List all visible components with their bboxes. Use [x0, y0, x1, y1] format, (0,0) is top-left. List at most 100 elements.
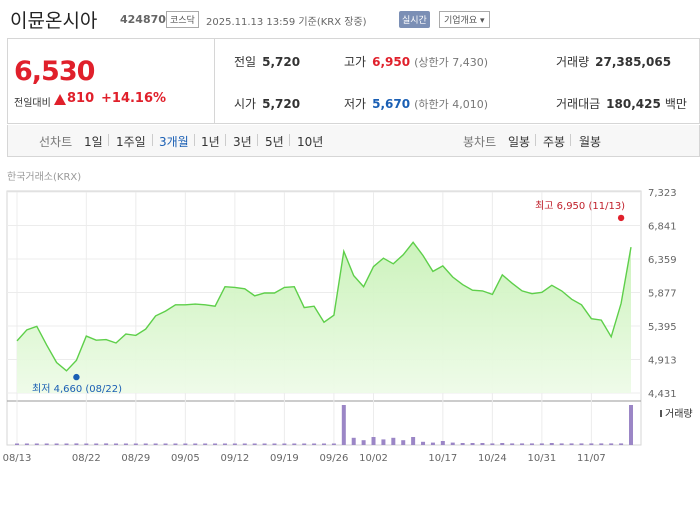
- open-price: 시가 5,720: [234, 95, 300, 112]
- volume-bar: [153, 443, 158, 445]
- quote-datetime: 2025.11.13 13:59 기준(KRX 장중): [206, 17, 367, 28]
- low-annotation: 최저 4,660 (08/22): [32, 383, 122, 395]
- x-tick-label: 08/22: [72, 453, 101, 464]
- period-1w[interactable]: 1주일: [116, 135, 146, 149]
- volume-bar: [282, 443, 287, 445]
- realtime-button[interactable]: 실시간: [399, 11, 430, 28]
- volume-bar: [84, 443, 89, 445]
- prev-close-value: 5,720: [262, 55, 301, 69]
- divider: [225, 134, 226, 146]
- change-label: 전일대비: [14, 98, 51, 109]
- candle-weekly[interactable]: 주봉: [543, 135, 566, 149]
- volume-bar: [183, 443, 188, 445]
- x-tick-label: 10/02: [359, 453, 388, 464]
- volume-bar: [34, 443, 39, 445]
- volume-label: 거래량: [556, 55, 590, 69]
- price-line: [16, 241, 632, 372]
- volume-bar: [559, 443, 564, 445]
- divider: [535, 134, 536, 146]
- y-tick-label: 5,395: [648, 322, 677, 333]
- volume-bar: [232, 443, 237, 445]
- volume-bar: [114, 443, 119, 445]
- volume-bar: [490, 443, 495, 445]
- quote-panel: 6,530 전일대비 810 +14.16% 전일 5,720 시가 5,720 고…: [7, 38, 700, 124]
- trade-amount-label: 거래대금: [556, 97, 601, 111]
- volume-bar: [510, 443, 515, 445]
- volume-bar: [480, 443, 485, 445]
- volume-bar: [629, 405, 633, 445]
- volume-bar: [609, 443, 614, 445]
- volume-bar: [470, 443, 475, 445]
- volume-bar: [44, 443, 49, 445]
- volume-bar: [341, 405, 346, 445]
- market-badge: 코스닥: [166, 11, 199, 28]
- trade-amount: 거래대금 180,425 백만: [556, 95, 687, 112]
- volume-bar: [460, 443, 465, 445]
- x-tick-label: 09/12: [220, 453, 249, 464]
- prev-close-label: 전일: [234, 55, 257, 69]
- y-tick-label: 6,359: [648, 255, 677, 266]
- volume-bar: [74, 443, 79, 445]
- high-price-value: 6,950: [372, 55, 411, 69]
- volume-bar: [64, 443, 69, 445]
- volume-bar: [312, 443, 317, 445]
- stock-code: 424870: [120, 13, 166, 26]
- volume-legend-label: 거래량: [665, 408, 693, 420]
- line-chart-label: 선차트: [39, 135, 73, 149]
- volume-bar: [252, 443, 257, 445]
- lower-limit: (하한가 4,010): [414, 98, 488, 111]
- change-rate: +14.16%: [101, 91, 167, 106]
- period-1d[interactable]: 1일: [84, 135, 103, 149]
- period-3y[interactable]: 3년: [233, 135, 252, 149]
- y-tick-label: 5,877: [648, 289, 677, 300]
- x-tick-label: 09/26: [319, 453, 348, 464]
- price-area: [17, 242, 631, 393]
- volume-value: 27,385,065: [595, 55, 672, 69]
- y-tick-label: 4,431: [648, 389, 677, 400]
- volume-bar: [381, 439, 386, 445]
- volume-bar: [450, 442, 455, 445]
- period-10y[interactable]: 10년: [297, 135, 324, 149]
- candle-monthly[interactable]: 월봉: [579, 135, 602, 149]
- high-price: 고가 6,950 (상한가 7,430): [344, 53, 488, 70]
- stock-name: 이뮨온시아: [10, 10, 98, 32]
- volume-bar: [322, 443, 326, 445]
- volume-bar: [242, 443, 247, 445]
- trade-amount-unit: 백만: [664, 97, 687, 111]
- volume-bar: [213, 443, 218, 445]
- volume: 거래량 27,385,065: [556, 53, 671, 70]
- volume-bar: [500, 443, 505, 445]
- x-tick-label: 10/31: [527, 453, 556, 464]
- volume-bar: [529, 443, 534, 445]
- divider: [152, 134, 153, 146]
- chart-period-bar: 선차트 1일 1주일 3개월 1년 3년 5년 10년 봉차트 일봉 주봉 월봉: [7, 125, 700, 157]
- trade-amount-value: 180,425: [606, 97, 661, 111]
- volume-bar: [104, 443, 109, 445]
- volume-bar: [302, 443, 307, 445]
- volume-bar: [292, 443, 297, 445]
- volume-bar: [203, 443, 208, 445]
- x-tick-label: 08/29: [121, 453, 150, 464]
- volume-bar: [361, 440, 366, 445]
- volume-bar: [143, 443, 148, 445]
- volume-bar: [272, 443, 277, 445]
- x-tick-label: 10/24: [478, 453, 507, 464]
- volume-bar: [401, 440, 406, 445]
- period-1y[interactable]: 1년: [201, 135, 220, 149]
- volume-bar: [54, 443, 59, 445]
- exchange-label: 한국거래소(KRX): [7, 172, 82, 183]
- change-value: 810: [67, 91, 95, 106]
- volume-bar: [391, 437, 396, 445]
- volume-bar: [619, 443, 624, 445]
- volume-bar: [133, 443, 138, 445]
- volume-bar: [15, 443, 19, 445]
- open-price-value: 5,720: [262, 97, 301, 111]
- volume-bar: [421, 441, 426, 445]
- company-overview-dropdown[interactable]: 기업개요 ▾: [439, 11, 490, 28]
- divider: [257, 134, 258, 146]
- candle-daily[interactable]: 일봉: [508, 135, 531, 149]
- x-tick-label: 09/19: [270, 453, 299, 464]
- x-tick-label: 09/05: [171, 453, 200, 464]
- period-5y[interactable]: 5년: [265, 135, 284, 149]
- period-3m[interactable]: 3개월: [159, 135, 189, 149]
